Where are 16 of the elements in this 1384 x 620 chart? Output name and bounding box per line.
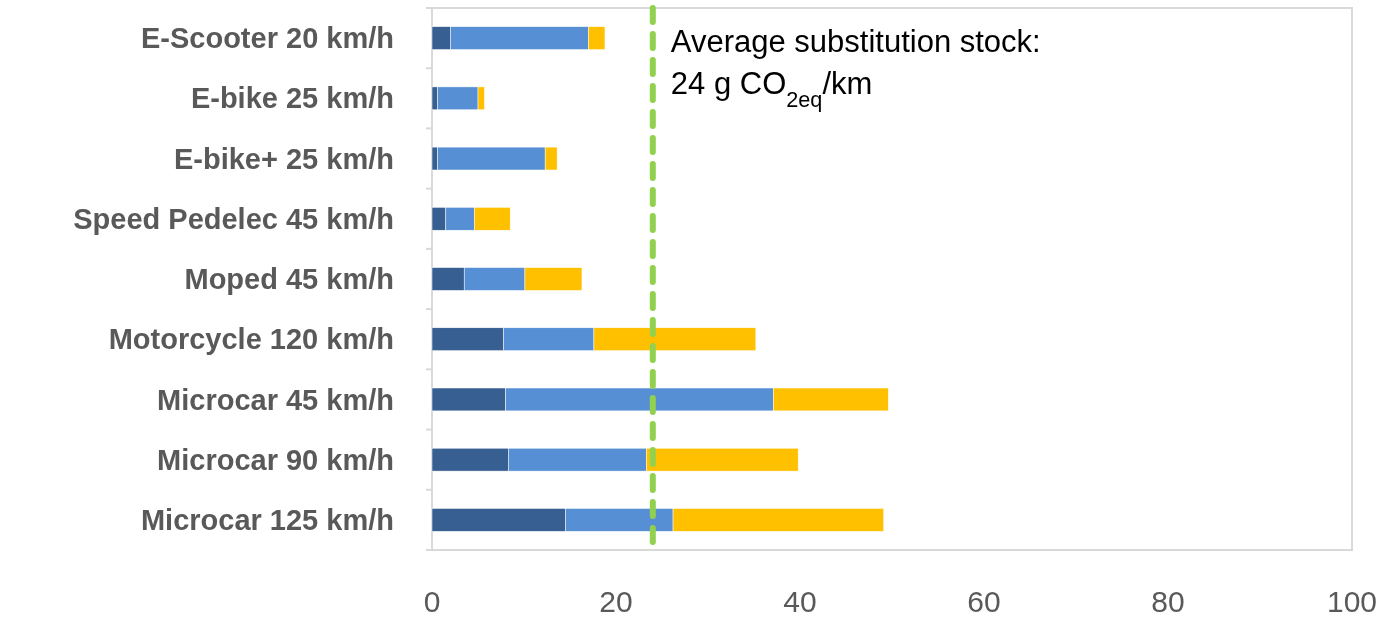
x-tick-label: 80 [1151,585,1185,618]
x-tick-label: 20 [599,585,633,618]
x-tick-label: 100 [1326,585,1378,618]
ref-line-label: Average substitution stock: 24 g CO$_{2eq}$/km [670,24,1041,112]
y-tick-label: E-bike+ 25 km/h [173,142,394,175]
y-tick-label: E-bike 25 km/h [190,82,394,115]
x-tick-label: 0 [423,585,441,618]
y-tick-label: Speed Pedelec 45 km/h [73,202,394,235]
x-tick-label: 40 [783,585,817,618]
y-tick-label: Microcar 45 km/h [157,383,394,416]
y-tick-label: Motorcycle 120 km/h [108,323,394,356]
y-tick-label: E-Scooter 20 km/h [140,22,394,55]
y-tick-label: Moped 45 km/h [184,263,394,296]
y-tick-label: Microcar 125 km/h [140,504,394,537]
x-tick-label: 60 [967,585,1001,618]
y-tick-label: Microcar 90 km/h [157,443,394,476]
